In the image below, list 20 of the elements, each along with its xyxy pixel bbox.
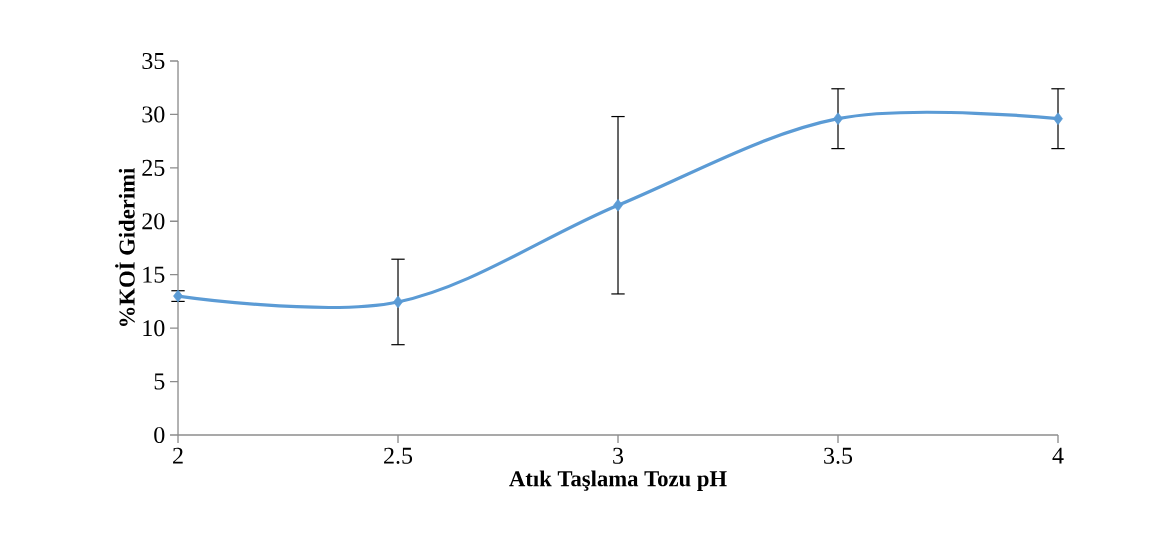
y-tick-label: 10: [143, 320, 165, 337]
point: [393, 295, 403, 309]
x-tick-label: 2.5: [384, 447, 413, 464]
y-tick-label: 0: [154, 426, 165, 444]
point: [1053, 112, 1063, 126]
x-tick-label: 3: [613, 447, 624, 464]
y-tick-label: 20: [142, 213, 165, 230]
y-tick-label: 25: [142, 159, 165, 176]
x-axis-title: Atık Taşlama Tozu pH: [509, 470, 727, 491]
x-tick-label: 4: [1052, 447, 1064, 464]
y-tick-label: 35: [142, 52, 165, 70]
y-tick-label: 15: [143, 266, 165, 283]
y-tick-label: 5: [154, 373, 165, 390]
y-tick-label: 30: [142, 106, 165, 123]
x-tick-label: 3.5: [824, 447, 853, 464]
point: [173, 289, 183, 303]
point: [833, 112, 843, 126]
x-tick-label: 2: [173, 447, 183, 464]
point: [613, 198, 623, 212]
y-axis-title: %KOİ Giderimi: [115, 168, 135, 326]
